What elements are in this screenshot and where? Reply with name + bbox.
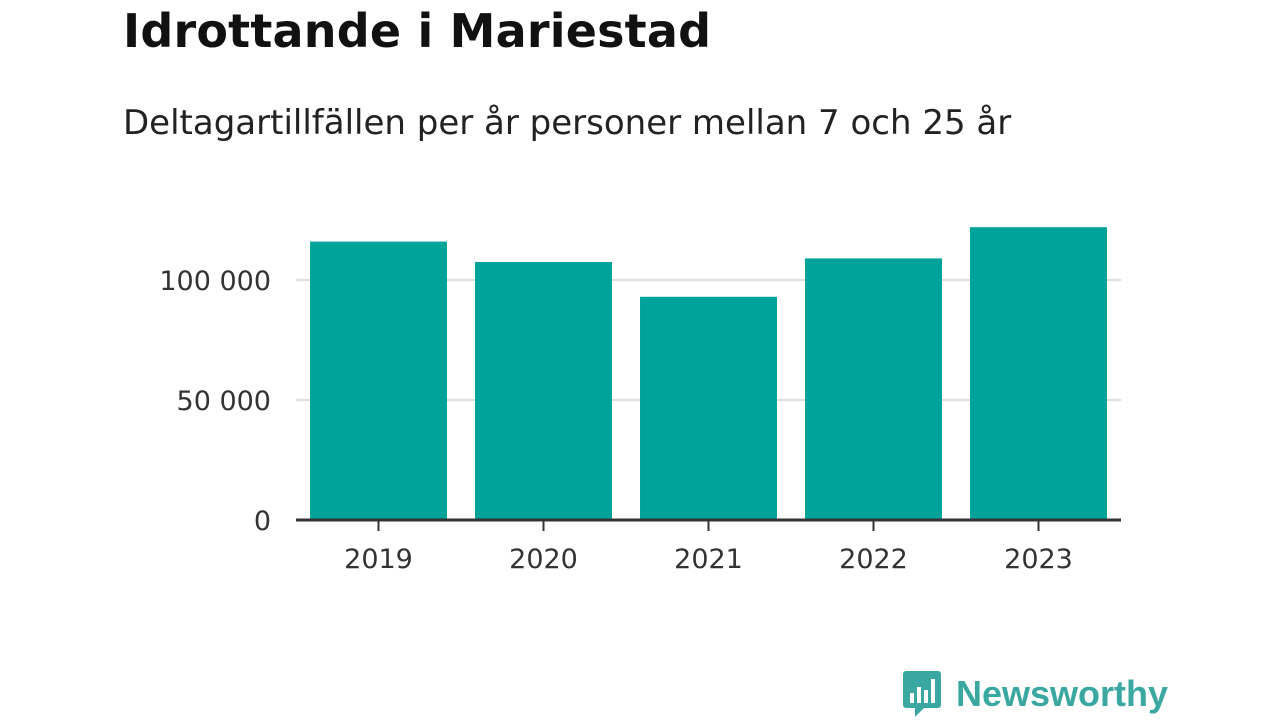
y-tick-label: 50 000 [177, 386, 271, 417]
bar-2022 [805, 258, 942, 520]
axis-labels: 0 50 000 100 000 2019 2020 2021 2022 2023 [159, 266, 1073, 575]
bar-2020 [475, 262, 612, 520]
y-tick-label: 0 [254, 506, 271, 537]
y-tick-label: 100 000 [159, 266, 271, 297]
bar-2023 [970, 227, 1107, 520]
chart-title: Idrottande i Mariestad [123, 4, 712, 58]
bar-2021 [640, 296, 777, 520]
chart-subtitle: Deltagartillfällen per år personer mella… [123, 103, 1012, 143]
x-tick-label: 2019 [344, 544, 413, 575]
bars [310, 227, 1107, 520]
brand-logo: Newsworthy [902, 669, 1168, 719]
x-tick-label: 2023 [1004, 544, 1073, 575]
x-axis [296, 518, 1121, 531]
x-tick-label: 2021 [674, 544, 743, 575]
bar-2019 [310, 241, 447, 520]
bar-chart-speech-bubble-icon [903, 671, 941, 717]
x-tick-label: 2022 [839, 544, 908, 575]
x-tick-label: 2020 [509, 544, 578, 575]
brand-name: Newsworthy [956, 673, 1169, 714]
